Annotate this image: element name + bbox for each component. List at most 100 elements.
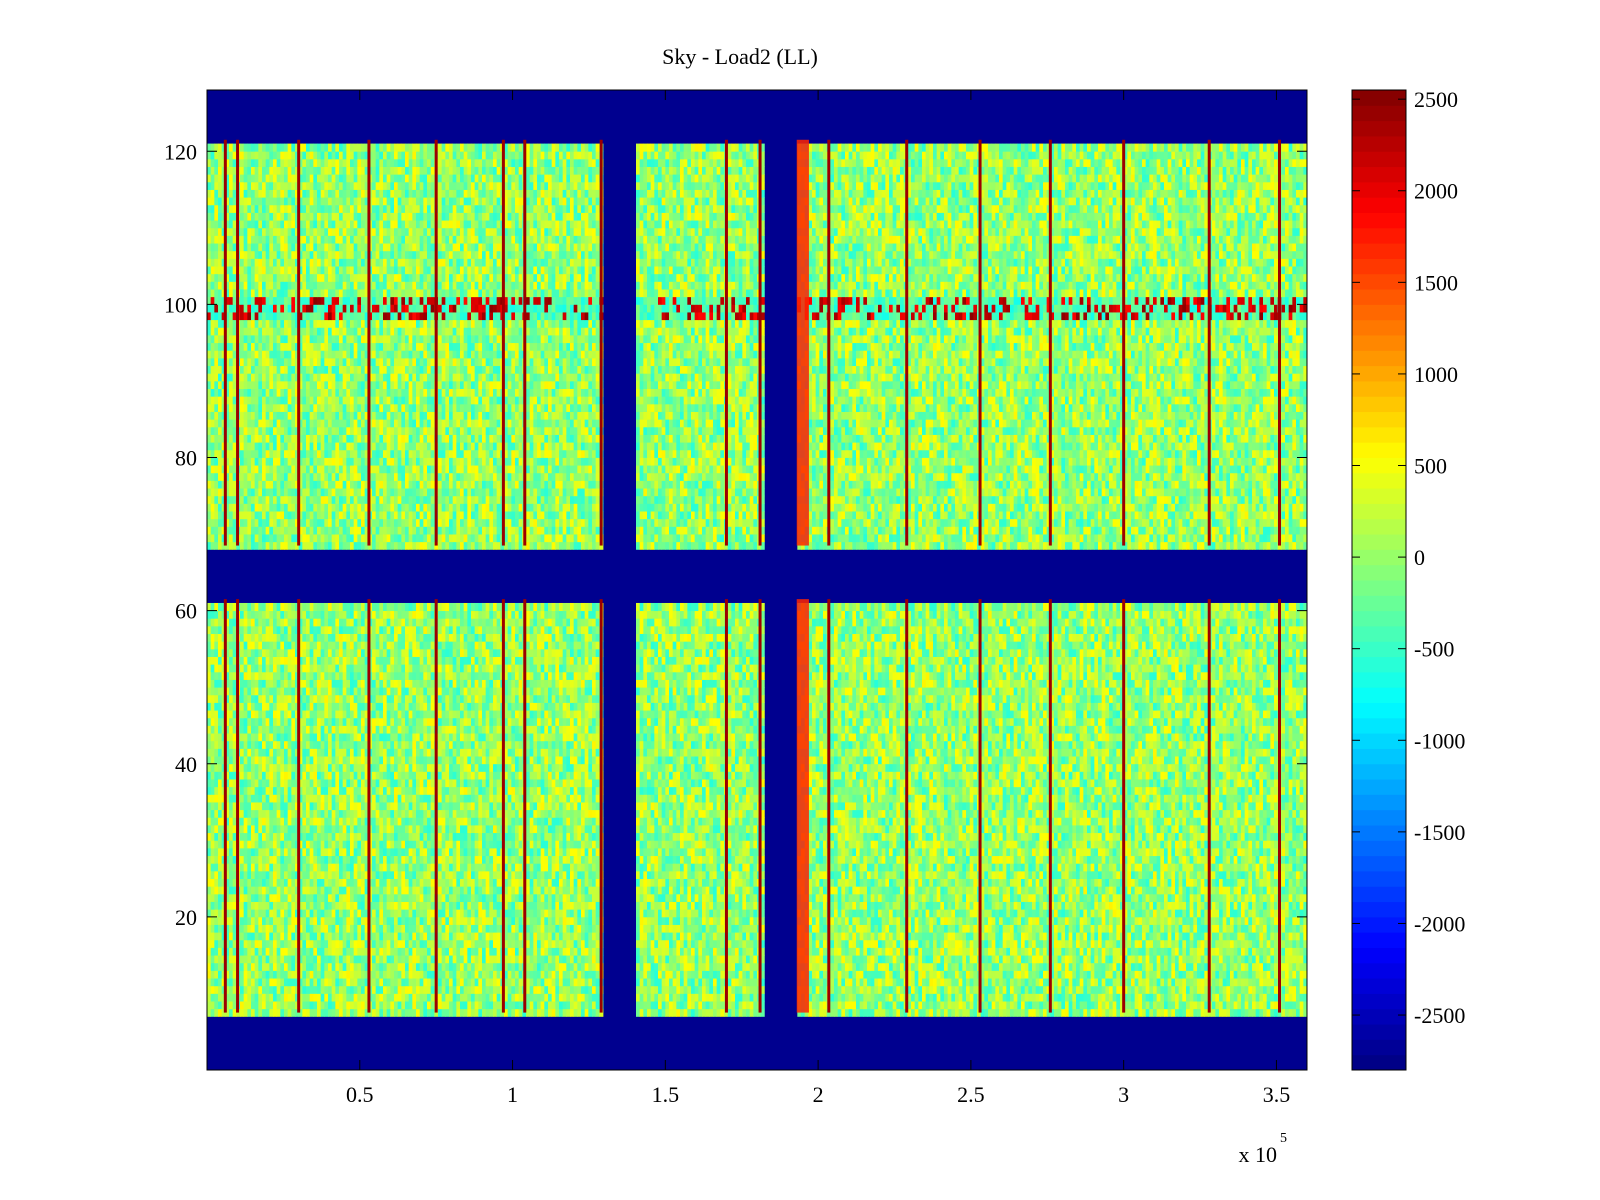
- heatmap-cell: [1116, 886, 1120, 894]
- heatmap-cell: [1201, 986, 1205, 994]
- heatmap-cell: [819, 970, 823, 978]
- heatmap-cell: [1263, 963, 1267, 971]
- heatmap-cell: [709, 1009, 713, 1017]
- heatmap-cell: [896, 909, 900, 917]
- heatmap-cell: [937, 886, 941, 894]
- heatmap-cell: [1102, 932, 1106, 940]
- heatmap-cell: [530, 970, 534, 978]
- heatmap-cell: [702, 940, 706, 948]
- heatmap-cell: [423, 1001, 427, 1009]
- heatmap-cell: [1069, 932, 1073, 940]
- heatmap-cell: [1245, 970, 1249, 978]
- heatmap-cell: [1157, 909, 1161, 917]
- heatmap-cell: [1197, 993, 1201, 1001]
- heatmap-cell: [493, 955, 497, 963]
- heatmap-cell: [442, 970, 446, 978]
- heatmap-cell: [687, 986, 691, 994]
- heatmap-cell: [1270, 955, 1274, 963]
- heatmap-cell: [273, 909, 277, 917]
- heatmap-cell: [335, 993, 339, 1001]
- heatmap-cell: [900, 932, 904, 940]
- heatmap-cell: [1212, 970, 1216, 978]
- heatmap-cell: [1248, 1009, 1252, 1017]
- heatmap-cell: [346, 978, 350, 986]
- heatmap-cell: [1274, 993, 1278, 1001]
- heatmap-cell: [1212, 886, 1216, 894]
- heatmap-cell: [1105, 917, 1109, 925]
- heatmap-cell: [918, 948, 922, 956]
- heatmap-cell: [1267, 925, 1271, 933]
- heatmap-cell: [475, 1001, 479, 1009]
- heatmap-cell: [442, 932, 446, 940]
- heatmap-cell: [288, 902, 292, 910]
- heatmap-cell: [1017, 1009, 1021, 1017]
- heatmap-cell: [885, 955, 889, 963]
- heatmap-cell: [1127, 925, 1131, 933]
- heatmap-cell: [317, 986, 321, 994]
- heatmap-cell: [1039, 963, 1043, 971]
- heatmap-cell: [438, 978, 442, 986]
- heatmap-cell: [559, 948, 563, 956]
- heatmap-cell: [1256, 909, 1260, 917]
- heatmap-cell: [662, 963, 666, 971]
- heatmap-cell: [1263, 902, 1267, 910]
- heatmap-cell: [1171, 886, 1175, 894]
- heatmap-cell: [750, 940, 754, 948]
- heatmap-cell: [1296, 894, 1300, 902]
- heatmap-cell: [1113, 917, 1117, 925]
- heatmap-cell: [1237, 948, 1241, 956]
- heatmap-cell: [1116, 925, 1120, 933]
- heatmap-cell: [706, 955, 710, 963]
- heatmap-cell: [951, 886, 955, 894]
- heatmap-cell: [456, 948, 460, 956]
- heatmap-cell: [317, 955, 321, 963]
- heatmap-cell: [266, 886, 270, 894]
- heatmap-cell: [823, 932, 827, 940]
- heatmap-cell: [1098, 986, 1102, 994]
- heatmap-cell: [680, 986, 684, 994]
- heatmap-cell: [717, 948, 721, 956]
- heatmap-cell: [995, 986, 999, 994]
- heatmap-cell: [376, 894, 380, 902]
- heatmap-cell: [1179, 955, 1183, 963]
- heatmap-cell: [841, 894, 845, 902]
- heatmap-cell: [570, 955, 574, 963]
- heatmap-cell: [1219, 955, 1223, 963]
- heatmap-cell: [955, 970, 959, 978]
- heatmap-cell: [911, 909, 915, 917]
- heatmap-cell: [684, 955, 688, 963]
- heatmap-cell: [636, 963, 640, 971]
- heatmap-cell: [1248, 948, 1252, 956]
- heatmap-cell: [706, 978, 710, 986]
- heatmap-cell: [530, 940, 534, 948]
- heatmap-cell: [1296, 963, 1300, 971]
- heatmap-cell: [915, 917, 919, 925]
- heatmap-cell: [416, 879, 420, 887]
- heatmap-cell: [1098, 902, 1102, 910]
- heatmap-cell: [1043, 955, 1047, 963]
- heatmap-cell: [1003, 894, 1007, 902]
- heatmap-cell: [669, 902, 673, 910]
- heatmap-cell: [262, 886, 266, 894]
- heatmap-cell: [328, 902, 332, 910]
- heatmap-cell: [1017, 902, 1021, 910]
- heatmap-cell: [973, 970, 977, 978]
- heatmap-cell: [1076, 963, 1080, 971]
- heatmap-cell: [882, 986, 886, 994]
- heatmap-cell: [581, 886, 585, 894]
- heatmap-cell: [1230, 1009, 1234, 1017]
- heatmap-cell: [1193, 970, 1197, 978]
- heatmap-cell: [508, 886, 512, 894]
- heatmap-cell: [1036, 978, 1040, 986]
- heatmap-cell: [515, 1009, 519, 1017]
- heatmap-cell: [984, 993, 988, 1001]
- heatmap-cell: [332, 1001, 336, 1009]
- heatmap-cell: [651, 925, 655, 933]
- heatmap-cell: [735, 917, 739, 925]
- heatmap-cell: [482, 917, 486, 925]
- heatmap-cell: [409, 879, 413, 887]
- heatmap-cell: [379, 940, 383, 948]
- heatmap-cell: [548, 986, 552, 994]
- heatmap-cell: [214, 978, 218, 986]
- heatmap-cell: [530, 925, 534, 933]
